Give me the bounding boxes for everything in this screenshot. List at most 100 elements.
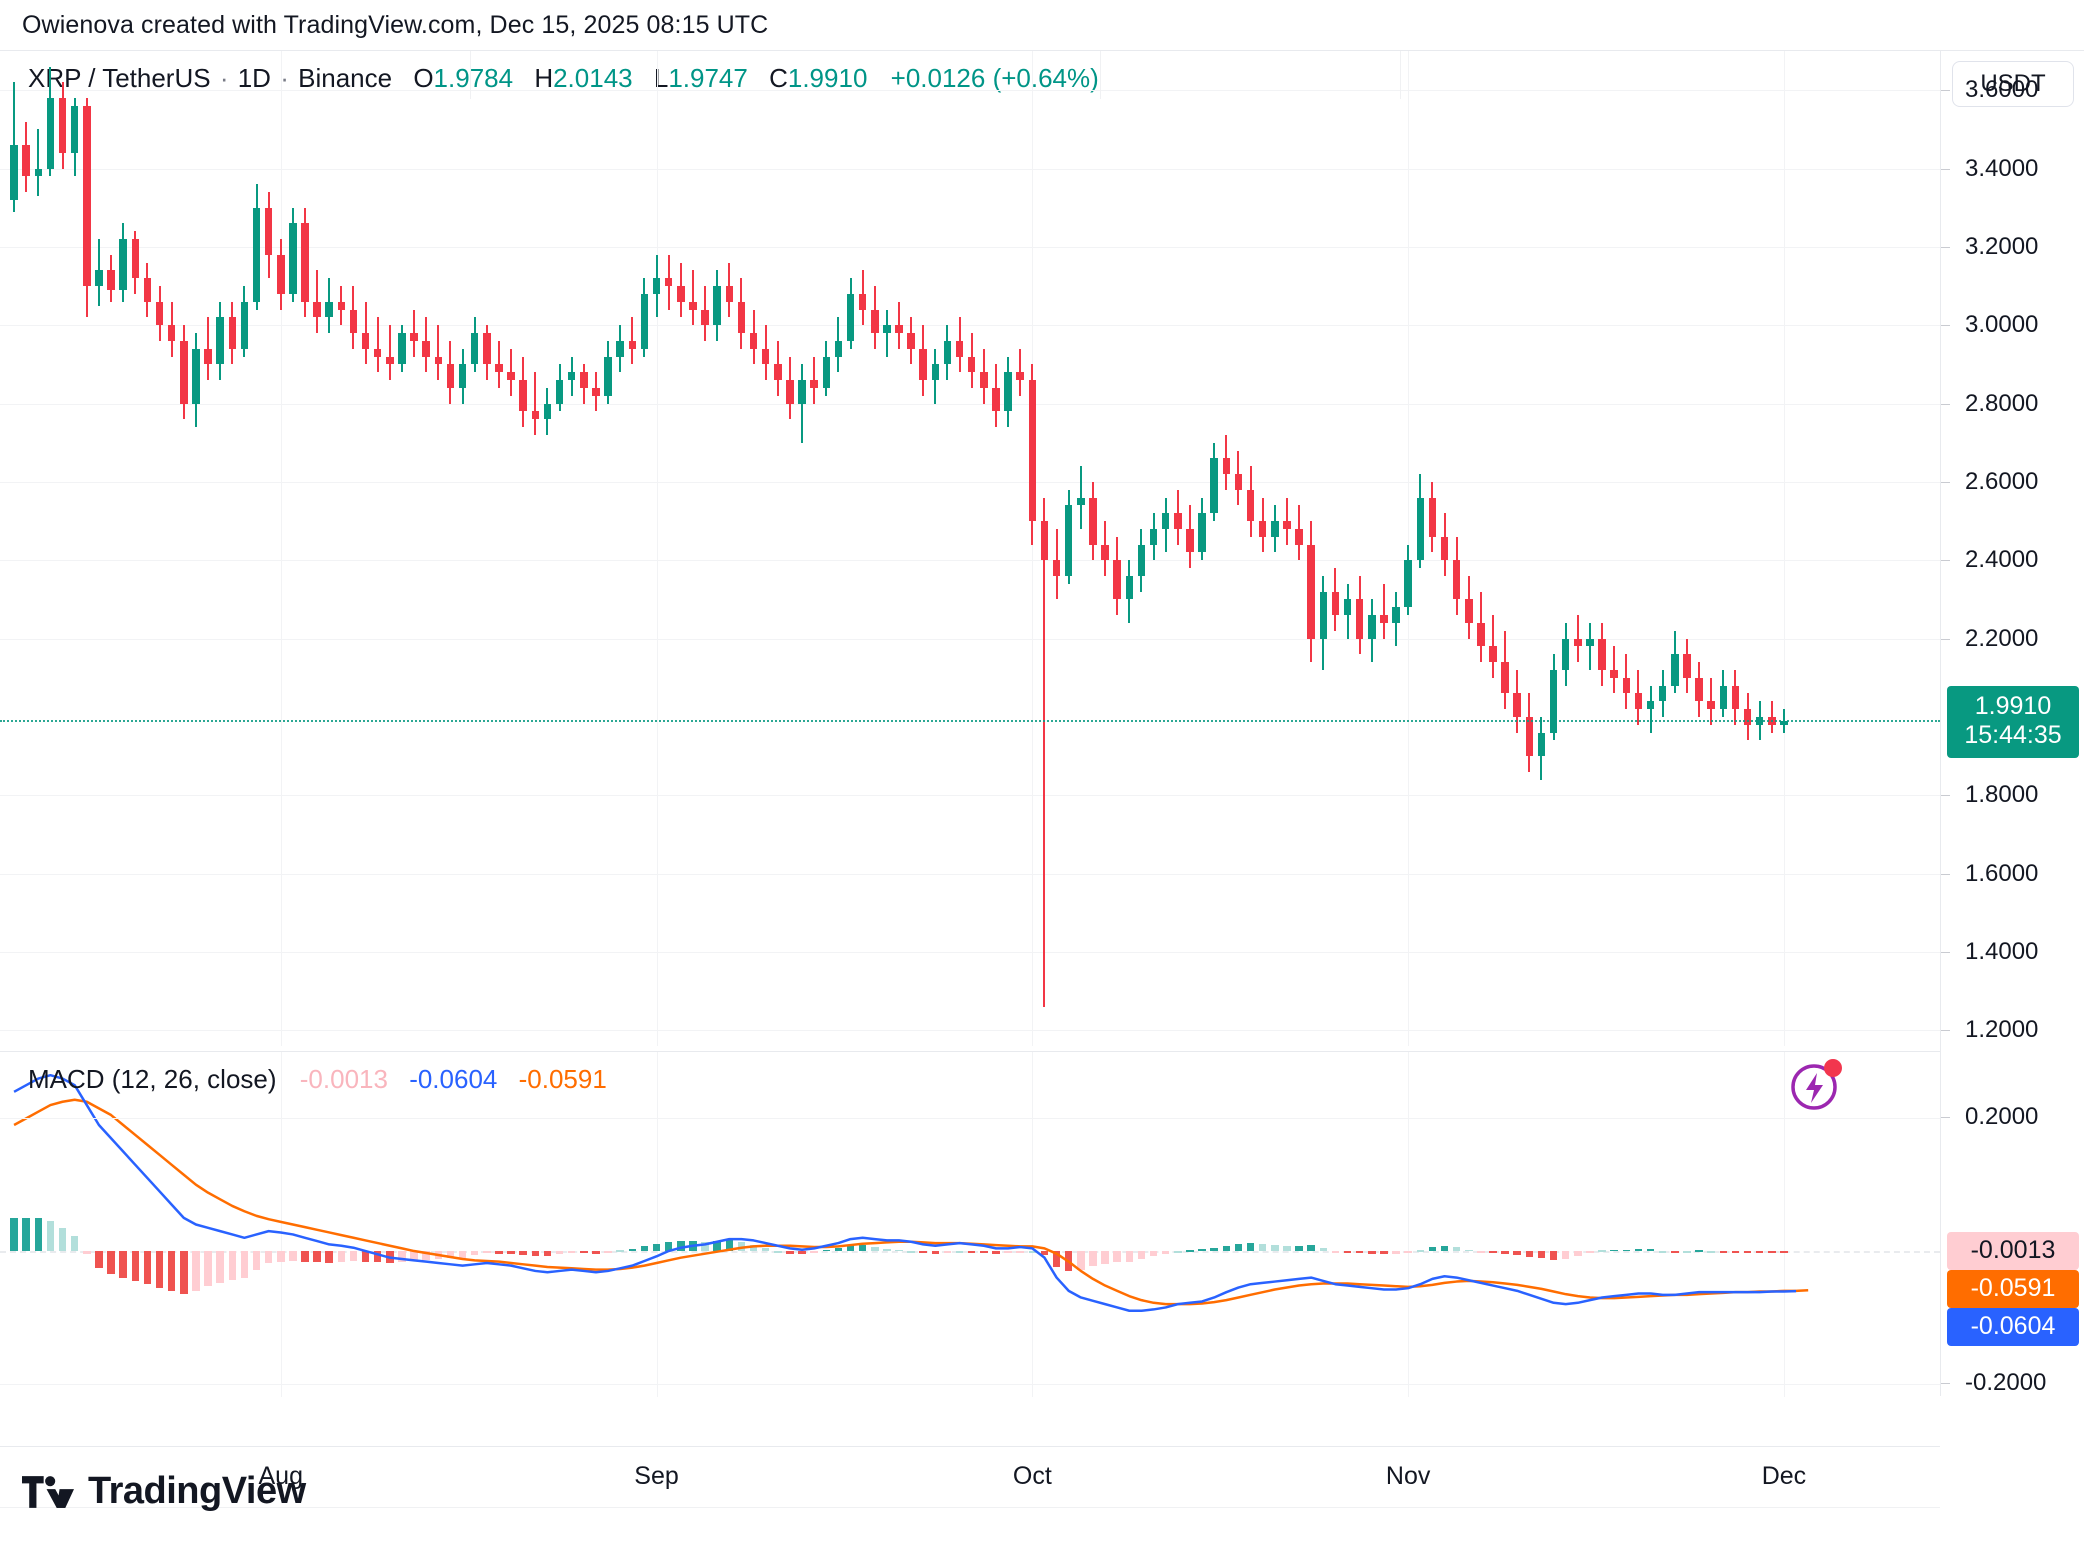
candle-body — [1428, 497, 1437, 537]
candle-wick — [1770, 701, 1773, 733]
tradingview-logo-icon — [22, 1475, 74, 1508]
macd-hist-badge[interactable]: -0.0013 — [1947, 1231, 2079, 1270]
candle-body — [204, 348, 212, 365]
candle-body — [1016, 372, 1024, 381]
axis-tickmark — [1941, 1117, 1950, 1119]
time-axis[interactable]: Aug Sep Oct Nov Dec — [0, 1446, 1940, 1508]
macd-histogram-bar — [1501, 1251, 1509, 1255]
candle-body — [325, 301, 333, 318]
candle-body — [1416, 497, 1425, 561]
price-axis-tick: 3.4000 — [1965, 154, 2039, 182]
macd-histogram-bar — [22, 1217, 30, 1252]
legend-open-label: O — [413, 63, 434, 93]
axis-tickmark — [1941, 403, 1950, 405]
candle-body — [1610, 669, 1618, 678]
gridline-vertical — [1783, 1052, 1785, 1397]
time-axis-label: Dec — [1761, 1462, 1807, 1490]
macd-histogram-bar — [1525, 1251, 1534, 1257]
gridline — [0, 560, 1940, 562]
candle-body — [810, 380, 818, 388]
candle-body — [1234, 474, 1243, 490]
macd-histogram-bar — [543, 1251, 552, 1257]
macd-signal-badge[interactable]: -0.0591 — [1947, 1269, 2079, 1308]
macd-histogram-bar — [1101, 1251, 1109, 1265]
candle-body — [1064, 505, 1073, 576]
legend-interval[interactable]: 1D — [237, 63, 271, 93]
macd-histogram-bar — [252, 1251, 261, 1270]
macd-histogram-bar — [774, 1251, 782, 1253]
macd-histogram-bar — [1549, 1251, 1558, 1260]
macd-histogram-bar — [410, 1251, 418, 1261]
axis-tickmark — [1941, 481, 1950, 483]
candle-body — [1137, 544, 1146, 576]
axis-tickmark — [1941, 246, 1950, 248]
candle-wick — [534, 372, 537, 435]
legend-symbol[interactable]: XRP / TetherUS — [28, 63, 211, 93]
macd-histogram-bar — [1077, 1251, 1085, 1270]
macd-histogram-bar — [46, 1221, 55, 1252]
candle-body — [1586, 638, 1594, 647]
macd-histogram-bar — [1258, 1244, 1267, 1252]
gridline — [0, 795, 1940, 797]
candle-body — [761, 348, 770, 365]
macd-histogram-bar — [1392, 1251, 1400, 1254]
macd-line-badge[interactable]: -0.0604 — [1947, 1307, 2079, 1346]
candle-body — [180, 340, 188, 404]
macd-histogram-bar — [616, 1250, 624, 1252]
candle-body — [107, 270, 115, 290]
macd-histogram-bar — [1404, 1251, 1412, 1254]
macd-histogram-bar — [361, 1251, 370, 1262]
candle-body — [519, 380, 527, 412]
price-axis-tick: 1.6000 — [1965, 859, 2039, 887]
candle-wick — [801, 364, 804, 443]
macd-histogram-bar — [919, 1251, 927, 1254]
gridline-vertical — [656, 1052, 658, 1397]
candle-body — [119, 239, 127, 290]
candle-body — [1004, 372, 1012, 412]
candle-body — [1271, 521, 1279, 537]
macd-histogram-bar — [155, 1251, 164, 1288]
current-price-badge[interactable]: 1.9910 15:44:35 — [1947, 686, 2079, 759]
price-axis-tick: 3.6000 — [1965, 76, 2039, 104]
macd-histogram-bar — [1561, 1251, 1570, 1259]
macd-histogram-bar — [555, 1251, 564, 1255]
candle-body — [774, 364, 782, 381]
macd-histogram-bar — [240, 1251, 249, 1278]
macd-histogram-bar — [143, 1251, 152, 1285]
macd-histogram-bar — [1646, 1249, 1655, 1252]
gridline — [0, 873, 1940, 875]
axis-tickmark — [1941, 168, 1950, 170]
price-axis-tick: 2.8000 — [1965, 389, 2039, 417]
candle-body — [386, 356, 394, 365]
macd-histogram-bar — [834, 1247, 843, 1252]
macd-title[interactable]: MACD (12, 26, close) — [28, 1064, 277, 1094]
macd-histogram-bar — [798, 1251, 806, 1255]
price-pane[interactable]: XRP / TetherUS · 1D · Binance O1.9784 H2… — [0, 51, 1940, 1110]
flash-replay-icon[interactable] — [1788, 1061, 1840, 1113]
legend-change: +0.0126 (+0.64%) — [890, 63, 1099, 93]
macd-histogram-bar — [1198, 1249, 1206, 1252]
candle-body — [1404, 560, 1412, 608]
candle-body — [640, 293, 649, 349]
macd-histogram-bar — [652, 1244, 661, 1252]
gridline — [0, 403, 1940, 405]
candle-body — [240, 301, 249, 349]
candle-body — [1368, 615, 1376, 639]
legend-exchange[interactable]: Binance — [298, 63, 393, 93]
candle-body — [604, 356, 612, 396]
macd-histogram-bar — [119, 1251, 127, 1278]
macd-histogram-bar — [1113, 1251, 1121, 1263]
candle-body — [1258, 521, 1267, 537]
macd-pane[interactable]: MACD (12, 26, close) -0.0013 -0.0604 -0.… — [0, 1051, 1940, 1397]
candle-wick — [1043, 497, 1046, 1007]
attribution-text: Owienova created with TradingView.com, D… — [22, 11, 769, 39]
macd-histogram-bar — [483, 1251, 491, 1254]
candle-body — [1040, 521, 1049, 561]
candle-body — [1161, 513, 1170, 529]
macd-histogram-bar — [713, 1241, 721, 1252]
macd-line-value: -0.0604 — [409, 1064, 498, 1094]
candle-body — [713, 286, 721, 326]
price-axis[interactable]: USDT 3.6000 3.4000 3.2000 3.0000 2.8000 2.600… — [1940, 51, 2084, 1396]
axis-tickmark — [1941, 951, 1950, 953]
macd-histogram-bar — [519, 1251, 527, 1255]
